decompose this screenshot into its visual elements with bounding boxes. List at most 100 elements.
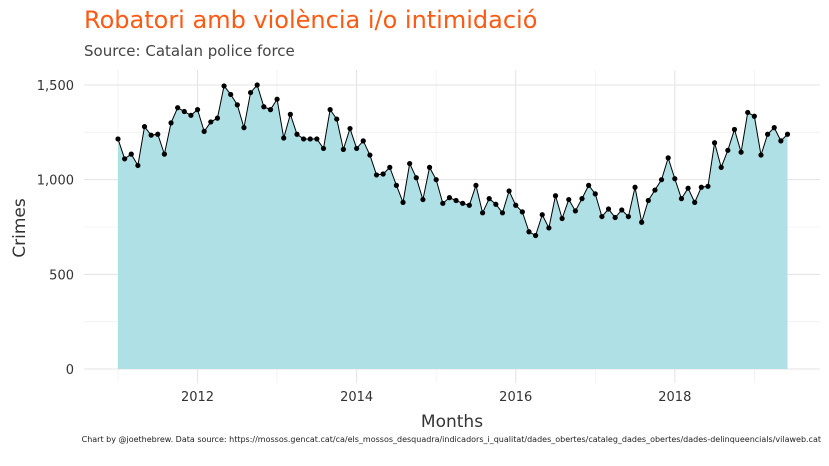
data-point (228, 91, 234, 98)
data-point (281, 135, 287, 141)
chart-caption: Chart by @joethebrew. Data source: https… (81, 435, 821, 444)
data-point (294, 131, 300, 137)
data-points (115, 82, 791, 239)
data-point (168, 120, 174, 126)
data-point (559, 215, 565, 222)
data-point (426, 164, 433, 170)
data-point (784, 131, 791, 137)
data-point (466, 202, 472, 208)
data-point (765, 131, 771, 137)
data-point (208, 119, 214, 125)
data-point (619, 207, 625, 213)
data-point (678, 196, 685, 202)
data-point (639, 219, 645, 225)
area-fill (118, 85, 788, 369)
x-tick-label: 2012 (181, 390, 214, 405)
data-point (711, 140, 718, 146)
data-point (241, 125, 247, 131)
data-point (194, 107, 201, 113)
data-point (155, 131, 161, 137)
x-tick-label: 2016 (499, 390, 532, 405)
data-point (546, 225, 552, 231)
data-point (479, 210, 486, 216)
data-point (566, 196, 572, 203)
data-point (380, 171, 386, 177)
data-point (652, 187, 658, 193)
x-tick-label: 2018 (658, 390, 691, 405)
data-point (340, 146, 346, 152)
data-point (320, 145, 327, 152)
data-point (181, 108, 187, 115)
y-tick-label: 1,500 (37, 79, 74, 94)
data-point (632, 184, 638, 190)
data-point (486, 196, 492, 202)
data-point (758, 152, 764, 158)
data-point (360, 138, 366, 144)
y-axis-title: Crimes (10, 198, 30, 258)
data-point (387, 164, 393, 170)
data-point (420, 196, 426, 203)
data-point (665, 155, 671, 161)
data-point (586, 182, 592, 188)
x-axis-title: Months (421, 412, 483, 432)
data-point (347, 125, 353, 132)
data-point (433, 177, 439, 183)
data-point (440, 200, 446, 206)
data-point (725, 147, 731, 153)
data-point (672, 176, 678, 182)
data-point (692, 199, 698, 205)
data-point (267, 107, 274, 113)
data-point (473, 182, 479, 188)
y-tick-label: 1,000 (37, 174, 74, 189)
data-point (214, 115, 221, 121)
chart-title: Robatori amb violència i/o intimidació (84, 6, 538, 34)
data-point (771, 125, 777, 131)
data-point (367, 152, 373, 158)
data-point (135, 162, 141, 169)
data-point (221, 83, 227, 89)
data-point (128, 151, 134, 157)
data-point (301, 136, 307, 142)
data-point (287, 111, 293, 117)
data-point (327, 107, 333, 113)
data-point (599, 213, 605, 220)
data-point (148, 132, 154, 138)
data-point (745, 109, 751, 116)
data-point (201, 128, 207, 134)
data-point (705, 183, 711, 189)
data-point (122, 156, 128, 162)
data-point (314, 136, 320, 142)
data-point (493, 201, 499, 207)
y-tick-labels: 0 500 1,000 1,500 (37, 79, 74, 378)
data-point (572, 208, 578, 214)
data-point (400, 199, 406, 205)
data-point (552, 193, 559, 199)
data-point (731, 126, 738, 133)
data-point (175, 105, 181, 111)
data-point (506, 188, 512, 194)
data-point (605, 206, 612, 212)
data-point (533, 232, 539, 239)
data-point (188, 112, 194, 118)
data-point (519, 209, 525, 215)
data-point (446, 195, 453, 201)
data-point (373, 172, 380, 178)
data-point (645, 197, 651, 204)
x-tick-label: 2014 (340, 390, 373, 405)
data-point (161, 151, 167, 157)
data-point (453, 197, 459, 204)
data-point (751, 113, 757, 119)
y-tick-label: 0 (66, 363, 74, 378)
area-fill-layer (118, 85, 788, 369)
data-point (778, 138, 784, 144)
data-point (539, 212, 545, 218)
data-point (261, 104, 267, 110)
data-point (612, 214, 618, 221)
data-point (115, 136, 121, 142)
data-point (513, 202, 519, 208)
data-point (526, 229, 532, 235)
data-point (718, 164, 724, 170)
data-point (307, 136, 313, 142)
data-point (407, 160, 413, 167)
